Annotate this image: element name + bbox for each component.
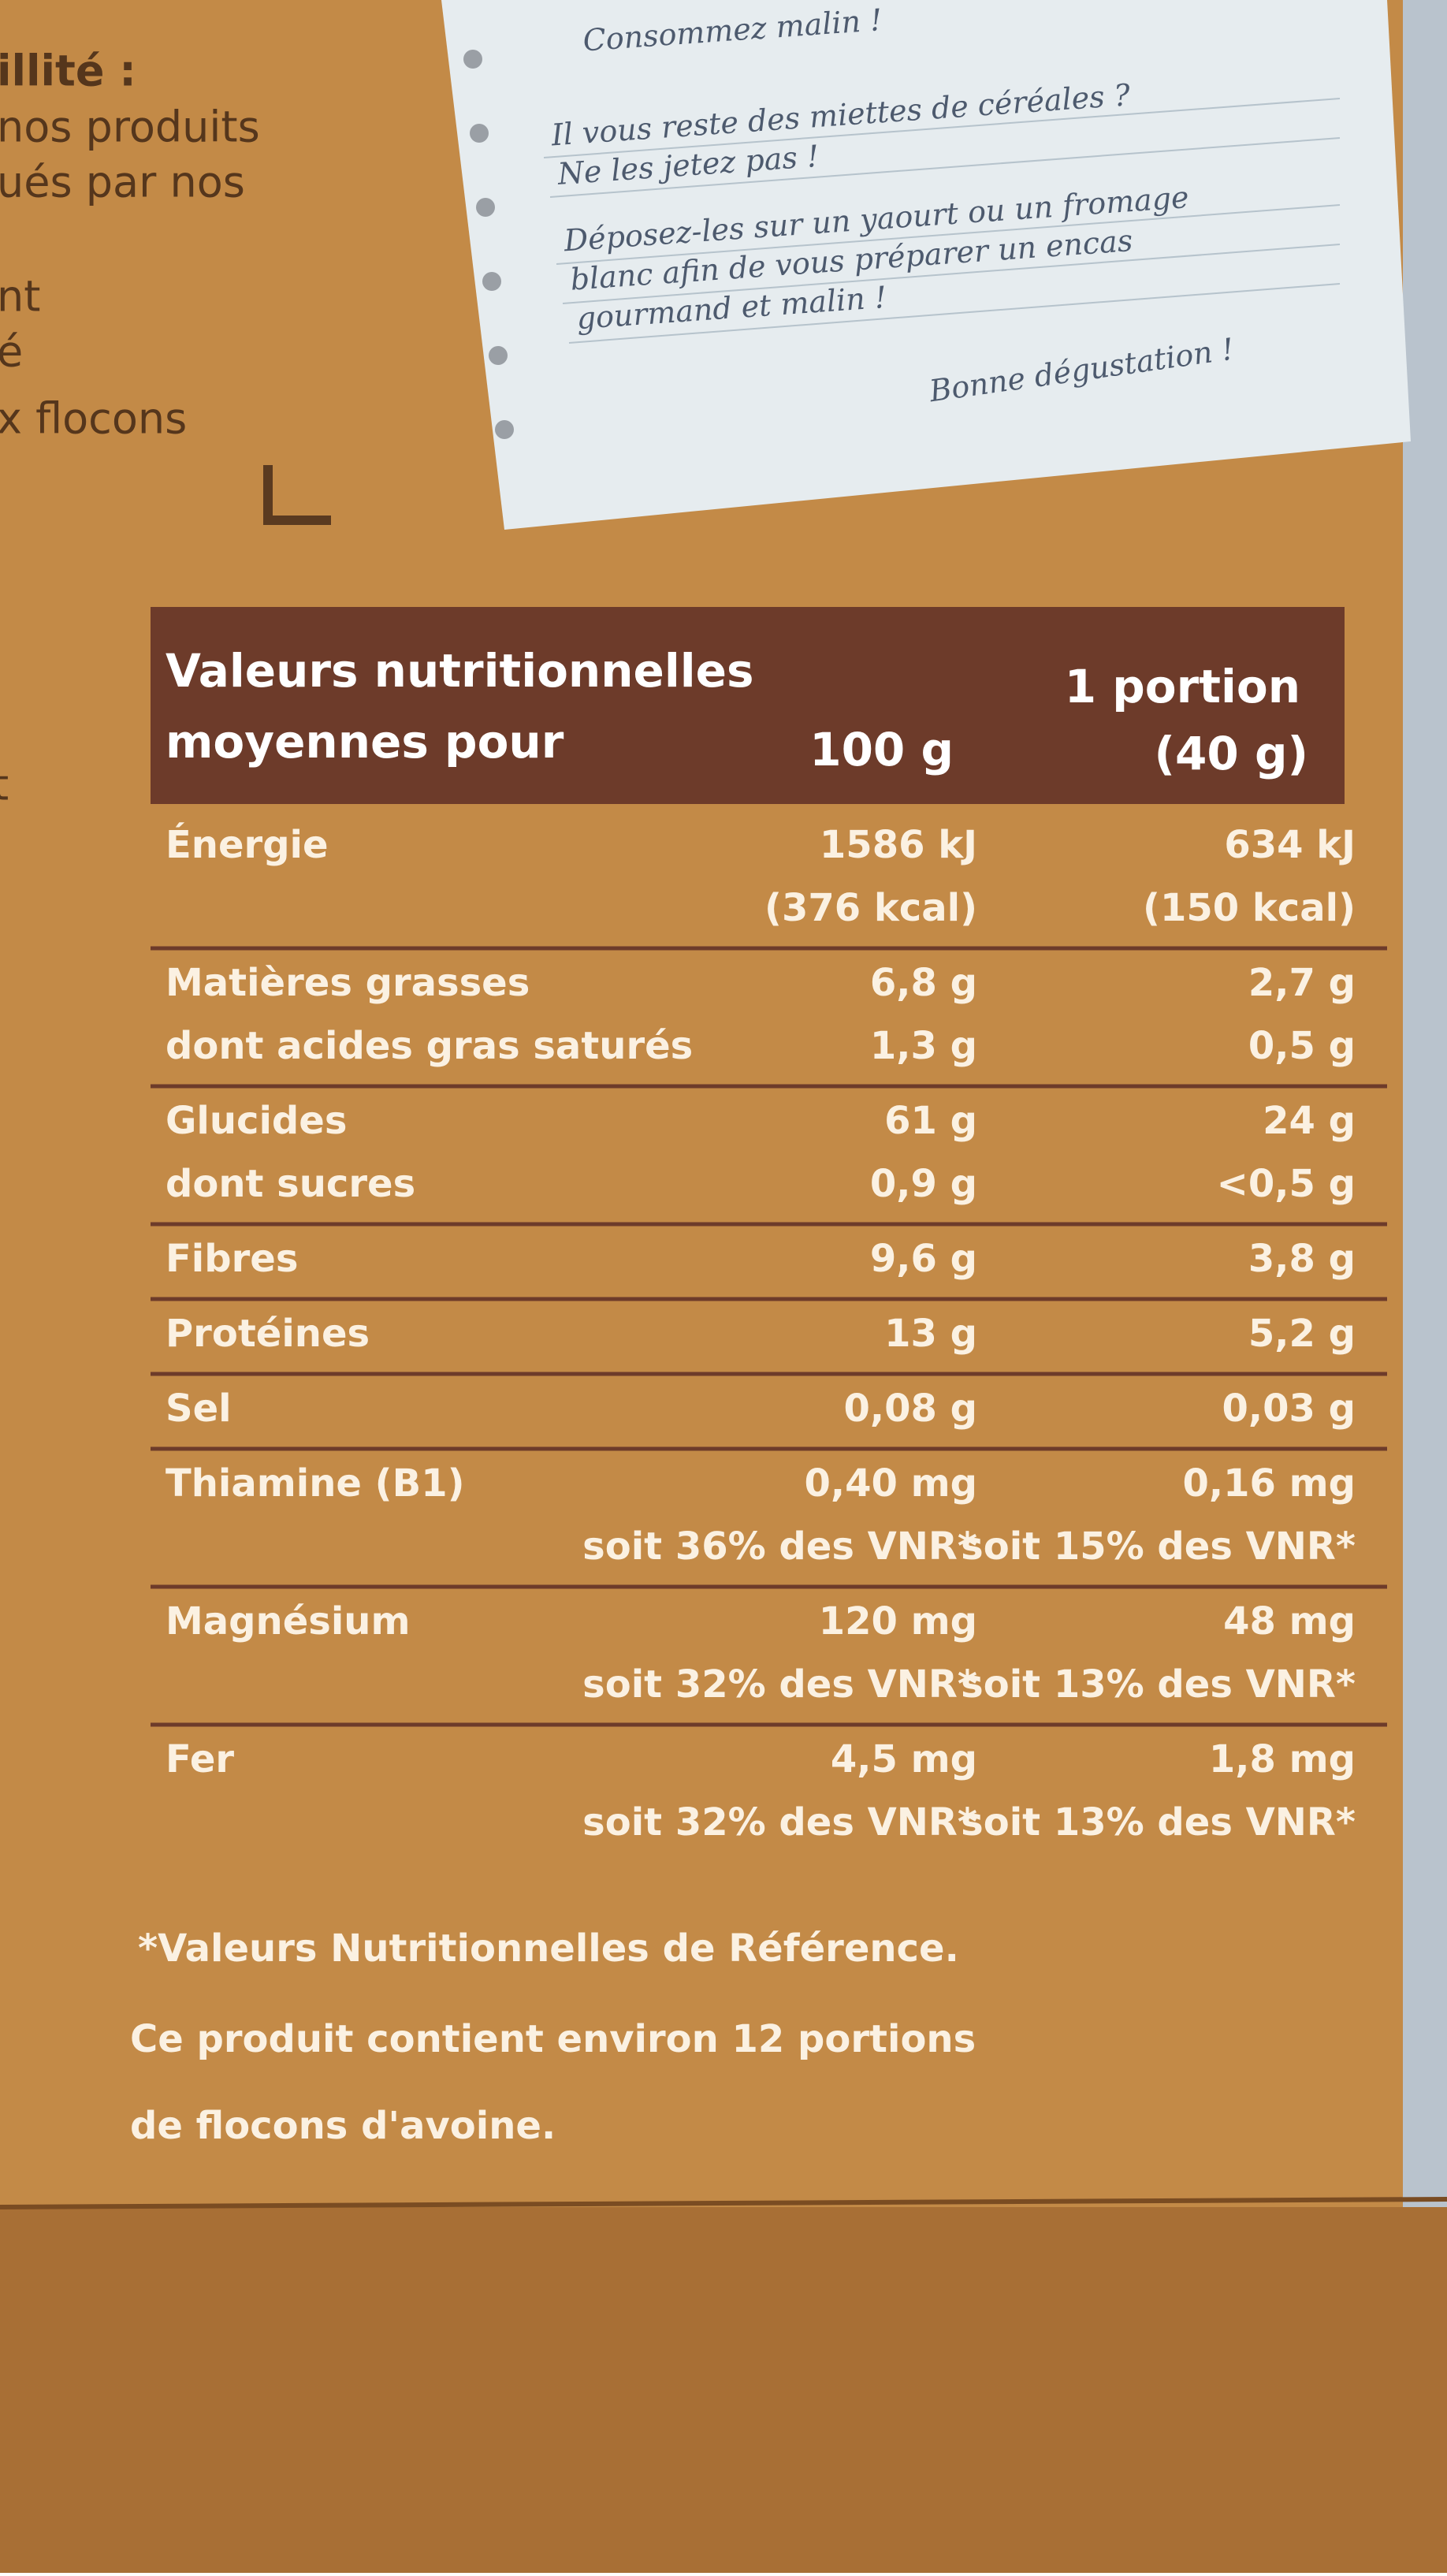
cell-portion: soit 15% des VNR* <box>961 1524 1356 1569</box>
cell-per100: 0,08 g <box>844 1387 978 1431</box>
bottom-flap <box>0 2207 1447 2573</box>
cell-portion: 0,5 g <box>1248 1024 1356 1068</box>
cell-portion: 24 g <box>1263 1099 1356 1143</box>
cell-per100: 4,5 mg <box>831 1737 977 1781</box>
note-hole <box>463 50 482 69</box>
note-hole <box>470 124 489 143</box>
cell-per100: 13 g <box>884 1312 977 1356</box>
note-rule <box>543 98 1341 158</box>
left-text: x flocons <box>0 394 187 444</box>
cell-per100: soit 32% des VNR* <box>582 1800 977 1845</box>
left-text: t <box>0 761 9 810</box>
cell-portion: 2,7 g <box>1248 961 1356 1005</box>
footnote: Ce produit contient environ 12 portions <box>130 2017 976 2061</box>
note-hole <box>489 346 508 365</box>
header-portion: 1 portion <box>1065 660 1300 713</box>
cell-per100: 1,3 g <box>870 1024 977 1068</box>
cell-portion: 634 kJ <box>1224 823 1356 867</box>
row-label: dont acides gras saturés <box>166 1024 693 1068</box>
cell-per100: 6,8 g <box>870 961 977 1005</box>
cell-per100: (376 kcal) <box>764 886 977 930</box>
cell-portion: 1,8 mg <box>1209 1737 1356 1781</box>
footnote: de flocons d'avoine. <box>130 2104 556 2148</box>
left-text: illité : <box>0 47 136 96</box>
side-fabric <box>1403 0 1447 2207</box>
note-hole <box>482 272 501 291</box>
note-paper <box>441 0 1411 530</box>
cell-per100: 0,9 g <box>870 1162 977 1206</box>
row-label: Protéines <box>166 1312 370 1356</box>
left-text: ués par nos <box>0 158 245 207</box>
note-rule <box>562 244 1341 304</box>
cell-portion: soit 13% des VNR* <box>961 1662 1356 1707</box>
note-rule <box>549 137 1341 198</box>
cell-portion: 0,03 g <box>1222 1387 1356 1431</box>
corner-mark <box>263 465 331 525</box>
note-rule <box>556 204 1341 265</box>
cell-portion: 5,2 g <box>1248 1312 1356 1356</box>
cell-portion: 48 mg <box>1223 1599 1356 1644</box>
cell-per100: soit 36% des VNR* <box>582 1524 977 1569</box>
header-per100: 100 g <box>809 723 954 776</box>
left-text: nos produits <box>0 102 260 152</box>
row-label: dont sucres <box>166 1162 415 1206</box>
note-hole <box>495 420 514 439</box>
cell-portion: (150 kcal) <box>1143 886 1356 930</box>
header-label: Valeurs nutritionnelles <box>166 644 753 698</box>
cell-portion: 3,8 g <box>1248 1237 1356 1281</box>
row-label: Énergie <box>166 822 329 867</box>
cell-portion: <0,5 g <box>1217 1162 1356 1206</box>
footnote: *Valeurs Nutritionnelles de Référence. <box>138 1926 959 1971</box>
row-label: Glucides <box>166 1099 347 1143</box>
cell-per100: 61 g <box>884 1099 977 1143</box>
left-text: nt <box>0 272 40 322</box>
row-label: Thiamine (B1) <box>166 1461 465 1506</box>
cell-per100: 9,6 g <box>870 1237 977 1281</box>
cell-per100: 1586 kJ <box>820 823 977 867</box>
flap-edge <box>0 2197 1447 2209</box>
row-label: Fibres <box>166 1237 298 1281</box>
header-portion: (40 g) <box>1155 727 1308 780</box>
row-label: Fer <box>166 1737 234 1781</box>
cell-per100: 0,40 mg <box>804 1461 977 1506</box>
row-label: Matières grasses <box>166 961 530 1005</box>
left-text: é <box>0 327 23 377</box>
table-header-bg <box>151 607 1345 804</box>
cell-per100: 120 mg <box>819 1599 977 1644</box>
header-label: moyennes pour <box>166 715 564 769</box>
cell-per100: soit 32% des VNR* <box>582 1662 977 1707</box>
row-label: Magnésium <box>166 1599 410 1644</box>
cell-portion: 0,16 mg <box>1182 1461 1356 1506</box>
note-rule <box>568 283 1341 344</box>
note-hole <box>476 198 495 217</box>
cell-portion: soit 13% des VNR* <box>961 1800 1356 1845</box>
row-label: Sel <box>166 1387 232 1431</box>
